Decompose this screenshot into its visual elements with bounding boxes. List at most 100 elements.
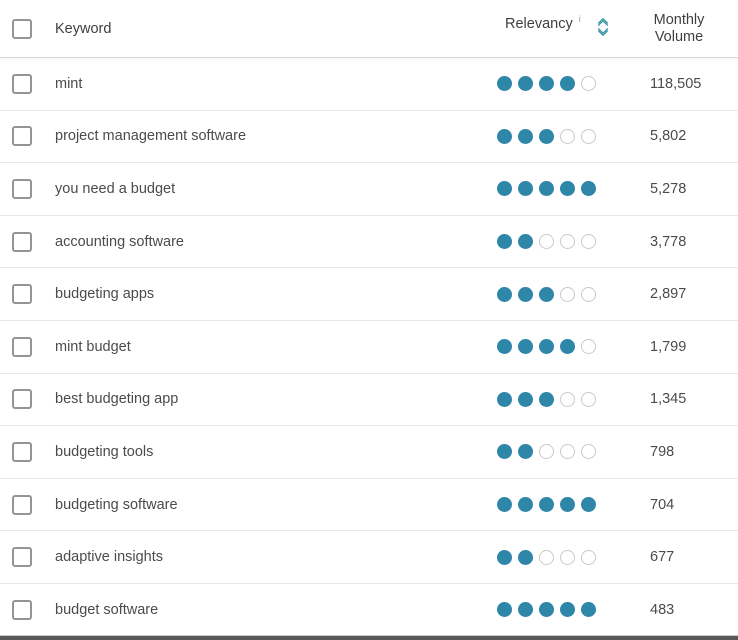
keyword-label: budgeting tools (55, 443, 154, 460)
row-checkbox-cell (0, 547, 55, 568)
relevancy-dot-empty (581, 286, 596, 302)
row-checkbox-cell (0, 494, 55, 515)
row-checkbox[interactable] (12, 389, 32, 410)
relevancy-dot-filled (539, 602, 554, 618)
monthly-volume-value: 1,345 (650, 391, 687, 408)
keyword-cell: budget software (55, 602, 497, 618)
info-icon[interactable]: i (578, 14, 581, 24)
relevancy-dot-filled (518, 444, 533, 460)
monthly-volume-value: 1,799 (650, 338, 687, 355)
relevancy-dot-empty (560, 391, 575, 407)
keyword-cell: project management software (55, 128, 497, 144)
relevancy-dot-filled (539, 286, 554, 302)
row-checkbox-cell (0, 284, 55, 305)
table-row: mint budget 1,799 (0, 321, 738, 374)
monthly-volume-label-line2: Volume (654, 28, 704, 45)
row-checkbox[interactable] (12, 494, 32, 515)
table-row: mint 118,505 (0, 58, 738, 111)
relevancy-dots (497, 444, 650, 460)
relevancy-dot-filled (518, 549, 533, 565)
relevancy-dot-empty (581, 234, 596, 250)
row-checkbox[interactable] (12, 441, 32, 462)
relevancy-dot-filled (518, 286, 533, 302)
relevancy-dots (497, 391, 650, 407)
keyword-label: adaptive insights (55, 549, 164, 566)
row-checkbox-cell (0, 73, 55, 94)
relevancy-dot-empty (581, 76, 596, 92)
row-checkbox[interactable] (12, 599, 32, 620)
relevancy-dot-empty (539, 234, 554, 250)
keyword-label: accounting software (55, 233, 184, 250)
monthly-volume-value: 677 (650, 549, 675, 566)
row-checkbox[interactable] (12, 126, 32, 147)
table-body: mint 118,505 project management software… (0, 58, 738, 637)
relevancy-dot-empty (581, 339, 596, 355)
relevancy-dots (497, 128, 650, 144)
table-header-row: Keyword Relevancy i (0, 0, 738, 58)
keyword-cell: accounting software (55, 234, 497, 250)
keyword-cell: mint budget (55, 339, 497, 355)
relevancy-dot-filled (581, 602, 596, 618)
row-checkbox-cell (0, 441, 55, 462)
relevancy-dot-empty (581, 444, 596, 460)
monthly-volume-value: 5,278 (650, 180, 687, 197)
keyword-cell: best budgeting app (55, 391, 497, 407)
relevancy-dots (497, 602, 650, 618)
row-checkbox-cell (0, 599, 55, 620)
monthly-volume-cell: 118,505 (650, 76, 738, 92)
relevancy-dot-filled (497, 128, 512, 144)
table-row: budgeting apps 2,897 (0, 268, 738, 321)
row-checkbox[interactable] (12, 178, 32, 199)
relevancy-dot-filled (581, 181, 596, 197)
monthly-volume-label-line1: Monthly (653, 11, 705, 28)
monthly-volume-cell: 677 (650, 549, 738, 565)
monthly-volume-cell: 5,278 (650, 181, 738, 197)
select-all-checkbox[interactable] (12, 18, 32, 39)
relevancy-dots (497, 234, 650, 250)
keyword-label: best budgeting app (55, 391, 179, 408)
keyword-cell: budgeting tools (55, 444, 497, 460)
monthly-volume-cell: 3,778 (650, 234, 738, 250)
relevancy-dot-filled (497, 497, 512, 513)
relevancy-dot-filled (497, 602, 512, 618)
row-checkbox-cell (0, 126, 55, 147)
relevancy-dot-filled (539, 128, 554, 144)
monthly-volume-cell: 5,802 (650, 128, 738, 144)
relevancy-dot-empty (539, 549, 554, 565)
sort-chevrons-icon[interactable] (595, 17, 611, 41)
relevancy-dot-filled (497, 444, 512, 460)
row-checkbox[interactable] (12, 73, 32, 94)
monthly-volume-column-header: Monthly Volume (650, 12, 738, 45)
relevancy-dot-filled (497, 181, 512, 197)
relevancy-dot-filled (518, 339, 533, 355)
relevancy-dot-filled (497, 76, 512, 92)
row-checkbox[interactable] (12, 547, 32, 568)
row-checkbox-cell (0, 389, 55, 410)
relevancy-dots (497, 76, 650, 92)
row-checkbox[interactable] (12, 231, 32, 252)
monthly-volume-value: 3,778 (650, 233, 687, 250)
monthly-volume-value: 5,802 (650, 128, 687, 145)
monthly-volume-cell: 2,897 (650, 286, 738, 302)
keyword-label: you need a budget (55, 180, 176, 197)
keyword-label: project management software (55, 128, 247, 145)
monthly-volume-value: 483 (650, 601, 675, 618)
relevancy-dot-filled (560, 602, 575, 618)
relevancy-dot-empty (581, 549, 596, 565)
relevancy-dot-empty (560, 444, 575, 460)
table-row: adaptive insights 677 (0, 531, 738, 584)
keyword-column-header: Keyword (55, 21, 497, 37)
row-checkbox[interactable] (12, 284, 32, 305)
keyword-cell: adaptive insights (55, 549, 497, 565)
relevancy-dot-empty (560, 128, 575, 144)
header-checkbox-cell (0, 18, 55, 39)
keyword-cell: budgeting software (55, 497, 497, 513)
keyword-cell: budgeting apps (55, 286, 497, 302)
row-checkbox[interactable] (12, 336, 32, 357)
relevancy-dots (497, 497, 650, 513)
relevancy-dot-empty (560, 286, 575, 302)
table-row: best budgeting app 1,345 (0, 374, 738, 427)
relevancy-dot-filled (560, 497, 575, 513)
relevancy-dot-empty (581, 128, 596, 144)
relevancy-dot-filled (560, 76, 575, 92)
